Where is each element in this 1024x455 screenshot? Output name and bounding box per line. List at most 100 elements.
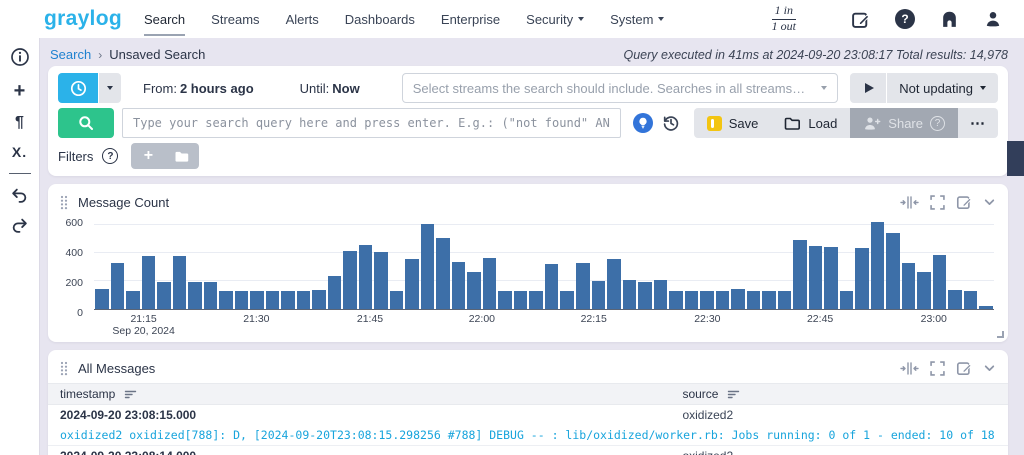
chart-bar[interactable]: [343, 250, 357, 309]
graylog-logo[interactable]: graylog: [44, 7, 122, 30]
chart-bar[interactable]: [901, 262, 916, 309]
chart-bar[interactable]: [296, 290, 311, 309]
chart-bar[interactable]: [653, 280, 668, 309]
redo-icon[interactable]: [11, 218, 28, 234]
scratchpad-icon[interactable]: [851, 10, 870, 29]
chart-bar[interactable]: [560, 290, 574, 309]
nav-item-security[interactable]: Security: [526, 12, 585, 27]
chart-bar[interactable]: [188, 281, 202, 309]
filter-folder-button[interactable]: [165, 143, 199, 169]
chart-bar[interactable]: [157, 282, 171, 309]
more-actions-button[interactable]: ⋯: [958, 108, 998, 138]
filters-help-icon[interactable]: ?: [102, 148, 119, 164]
compress-horizontal-icon[interactable]: [900, 195, 919, 210]
chart-bar[interactable]: [948, 290, 962, 309]
nav-item-search[interactable]: Search: [143, 12, 186, 36]
table-row[interactable]: 2024-09-20 23:08:14.000 oxidized2: [48, 446, 1008, 455]
fields-icon[interactable]: X.: [12, 145, 27, 159]
edit-widget-icon[interactable]: [956, 360, 972, 376]
user-icon[interactable]: [984, 10, 1002, 28]
chart-bar[interactable]: [762, 290, 776, 309]
chart-bar[interactable]: [281, 290, 295, 309]
right-edge-panel-tab[interactable]: [1007, 141, 1024, 176]
chart-bar[interactable]: [824, 246, 838, 309]
chart-bar[interactable]: [358, 244, 373, 309]
chart-bar[interactable]: [141, 255, 156, 309]
collapse-widget-icon[interactable]: [983, 362, 996, 375]
chart-bar[interactable]: [932, 255, 947, 309]
stream-select[interactable]: Select streams the search should include…: [401, 73, 839, 103]
refresh-interval-dropdown[interactable]: Not updating: [887, 73, 998, 103]
chart-bar[interactable]: [700, 290, 714, 309]
chart-bar[interactable]: [684, 290, 699, 309]
chart-bar[interactable]: [669, 290, 683, 309]
chart-bar[interactable]: [95, 289, 109, 309]
chart-bar[interactable]: [746, 290, 761, 309]
nav-item-system[interactable]: System: [610, 12, 665, 27]
search-history-icon[interactable]: [662, 114, 680, 132]
chart-bar[interactable]: [575, 262, 590, 309]
chart-bar[interactable]: [963, 290, 978, 309]
chart-bar[interactable]: [265, 290, 280, 309]
edit-widget-icon[interactable]: [956, 194, 972, 210]
query-validation-icon[interactable]: [632, 113, 653, 133]
drag-handle-icon[interactable]: [60, 195, 68, 210]
chart-bar[interactable]: [250, 290, 264, 309]
column-header-source[interactable]: source: [682, 387, 996, 401]
undo-icon[interactable]: [11, 188, 28, 204]
fullscreen-icon[interactable]: [930, 360, 945, 376]
chart-bar[interactable]: [638, 281, 652, 309]
chart-bar[interactable]: [374, 251, 388, 309]
help-icon[interactable]: ?: [895, 9, 915, 29]
chart-bar[interactable]: [513, 290, 528, 309]
info-icon[interactable]: [10, 47, 30, 67]
chart-bar[interactable]: [451, 262, 466, 309]
compress-horizontal-icon[interactable]: [900, 361, 919, 376]
save-button[interactable]: Save: [694, 108, 772, 138]
chart-bar[interactable]: [405, 258, 419, 309]
chart-bar[interactable]: [917, 271, 931, 309]
add-icon[interactable]: +: [14, 81, 26, 101]
search-button[interactable]: [58, 108, 114, 138]
breadcrumb-search-link[interactable]: Search: [50, 47, 92, 62]
chart-bar[interactable]: [110, 262, 125, 309]
sort-icon[interactable]: [727, 389, 740, 400]
chart-bar[interactable]: [467, 271, 481, 309]
chart-bar[interactable]: [126, 290, 140, 309]
chart-bar[interactable]: [979, 306, 993, 309]
chart-bar[interactable]: [482, 257, 497, 309]
chart-bar[interactable]: [203, 282, 218, 309]
widget-resize-handle[interactable]: [997, 331, 1004, 338]
chart-bar[interactable]: [607, 259, 621, 309]
chart-bar[interactable]: [886, 232, 900, 309]
chart-bar[interactable]: [777, 290, 792, 309]
time-range-dropdown-button[interactable]: [99, 73, 121, 103]
nav-item-enterprise[interactable]: Enterprise: [441, 12, 500, 27]
drag-handle-icon[interactable]: [60, 361, 68, 376]
chart-bar[interactable]: [808, 246, 823, 309]
collapse-widget-icon[interactable]: [983, 196, 996, 209]
chart-bar[interactable]: [219, 290, 233, 309]
column-header-timestamp[interactable]: timestamp: [60, 387, 682, 401]
chart-bar[interactable]: [172, 255, 187, 309]
chart-bar[interactable]: [234, 290, 249, 309]
table-row[interactable]: 2024-09-20 23:08:15.000 oxidized2 oxidiz…: [48, 405, 1008, 446]
chart-bar[interactable]: [870, 222, 885, 309]
fullscreen-icon[interactable]: [930, 194, 945, 210]
chart-bar[interactable]: [715, 290, 730, 309]
time-range-button[interactable]: [58, 73, 98, 103]
chart-bar[interactable]: [312, 290, 326, 309]
chart-bar[interactable]: [793, 240, 807, 309]
play-button[interactable]: [850, 73, 887, 103]
load-button[interactable]: Load: [771, 108, 850, 138]
nav-item-dashboards[interactable]: Dashboards: [345, 12, 415, 27]
chart-bar[interactable]: [622, 279, 637, 309]
chart-bar[interactable]: [420, 223, 435, 309]
archway-icon[interactable]: [940, 10, 959, 29]
share-button[interactable]: Share ?: [850, 108, 958, 138]
chart-bar[interactable]: [544, 264, 559, 309]
chart-bar[interactable]: [327, 276, 342, 309]
chart-bar[interactable]: [731, 289, 745, 309]
throughput-indicator[interactable]: 1 in 1 out: [771, 3, 796, 34]
chart-bar[interactable]: [498, 290, 512, 309]
